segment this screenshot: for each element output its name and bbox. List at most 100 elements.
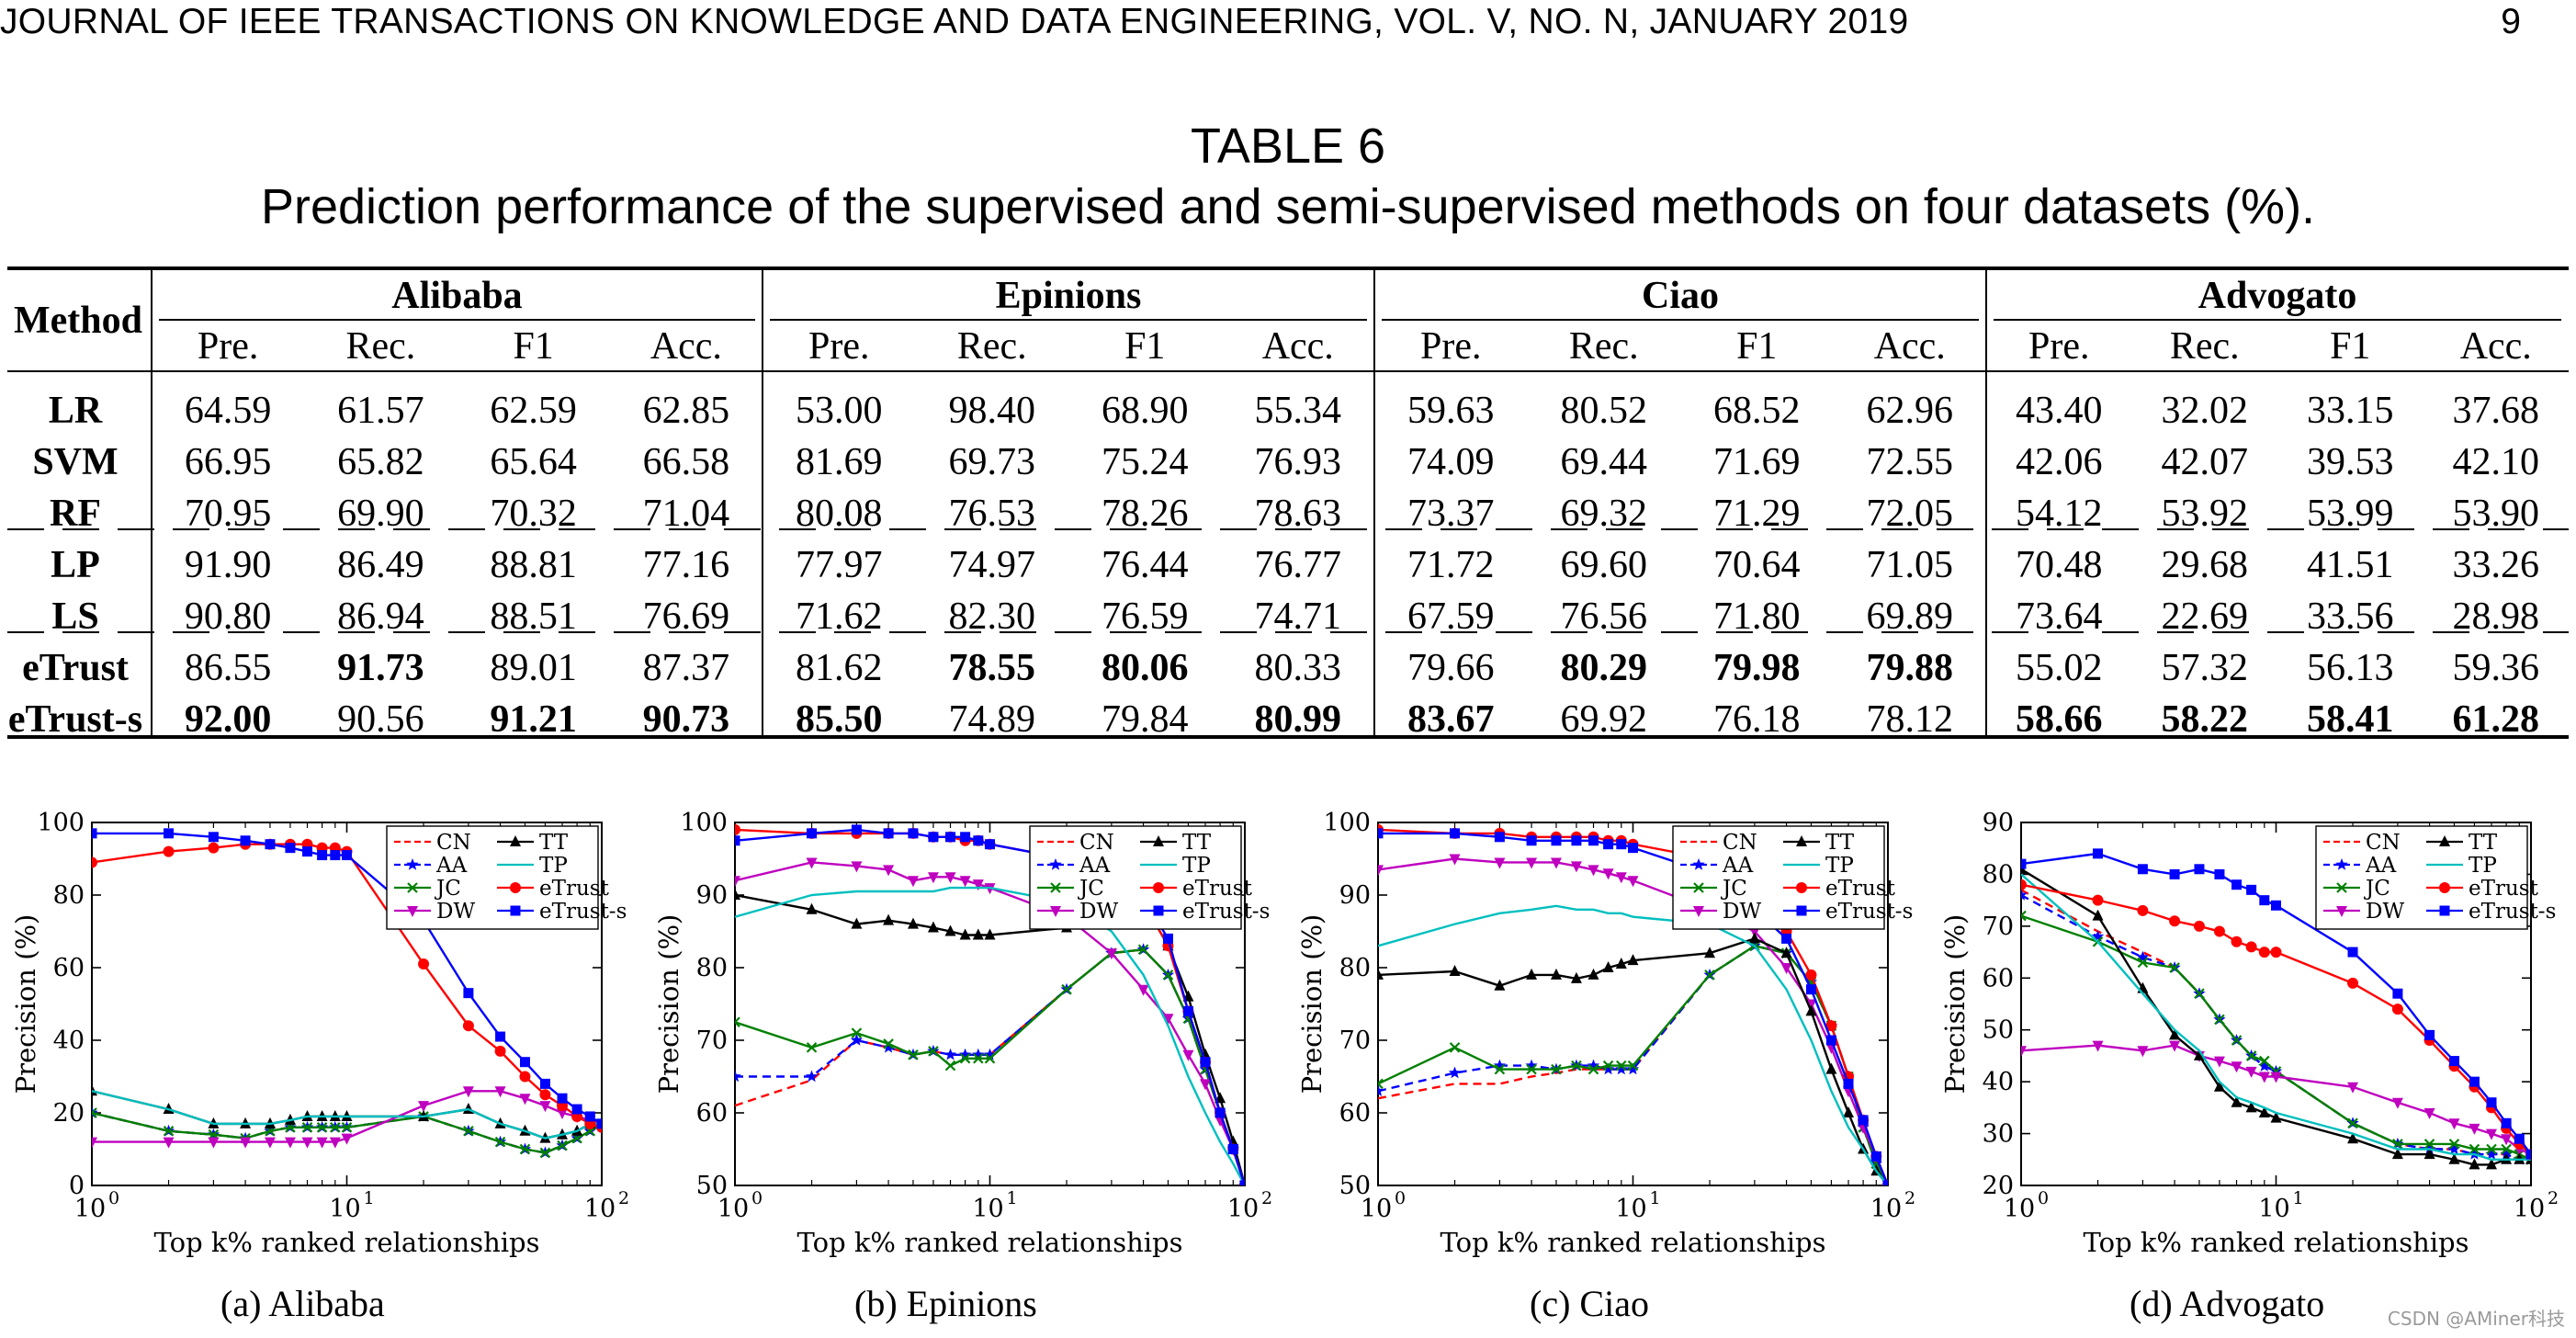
data-point	[2347, 977, 2359, 989]
data-point	[1494, 832, 1505, 843]
svg-text:2: 2	[1904, 1188, 1915, 1208]
data-point	[2021, 889, 2028, 901]
data-point	[2245, 1066, 2257, 1078]
x-tick-label: 10 0	[2004, 1188, 2049, 1223]
series-etrust-s	[2021, 848, 2531, 1160]
data-point	[806, 902, 818, 914]
legend-item-dw: DW	[1037, 900, 1118, 924]
y-tick-label: 70	[1983, 913, 2014, 941]
metric-header: F1	[1736, 325, 1777, 368]
svg-text:0: 0	[2038, 1188, 2049, 1208]
legend-item-etrust: eTrust	[1783, 877, 1896, 901]
svg-text:0: 0	[751, 1188, 763, 1208]
method-lp: LP	[51, 544, 100, 586]
y-tick-label: 80	[696, 954, 728, 982]
data-point	[539, 1147, 551, 1159]
data-point	[92, 828, 97, 839]
legend-label: eTrust	[539, 877, 610, 901]
data-point	[2137, 957, 2149, 969]
method-ls: LS	[51, 595, 98, 638]
data-point	[1570, 861, 1582, 873]
legend-label: CN	[436, 831, 471, 855]
table-cell: 42.06	[2016, 441, 2103, 483]
svg-text:10: 10	[717, 1195, 749, 1223]
legend-item-jc: JC	[1680, 877, 1747, 901]
svg-text:10: 10	[1615, 1195, 1646, 1223]
metric-header: Acc.	[1262, 325, 1334, 368]
data-point	[1693, 906, 1704, 917]
table-cell: 62.96	[1867, 390, 1954, 432]
data-point	[301, 1122, 313, 1133]
y-axis-label: Precision (%)	[10, 914, 41, 1094]
data-point	[1137, 944, 1149, 956]
series-tp	[92, 1090, 602, 1140]
legend: CN TT AA TP JC eTrust DW eTrust-s	[386, 825, 627, 930]
data-point	[1162, 933, 1173, 944]
metric-header: Pre.	[2028, 325, 2090, 368]
data-point	[519, 1057, 530, 1068]
data-point	[944, 1060, 956, 1072]
data-point	[735, 889, 740, 900]
metric-header: Pre.	[1420, 325, 1482, 368]
legend-label: TT	[1182, 831, 1212, 855]
data-point	[1627, 1060, 1639, 1072]
svg-text:0: 0	[108, 1188, 119, 1208]
data-point	[2347, 947, 2358, 958]
table-cell: 69.32	[1561, 493, 1648, 535]
y-tick-label: 70	[696, 1026, 728, 1055]
data-point	[1587, 968, 1599, 980]
y-tick-label: 20	[53, 1099, 85, 1128]
data-point	[1526, 857, 1538, 869]
y-tick-label: 100	[680, 809, 728, 837]
data-point	[960, 832, 971, 843]
legend-label: CN	[2366, 831, 2401, 855]
data-point	[944, 872, 956, 884]
data-point	[418, 958, 430, 970]
data-point	[985, 839, 995, 850]
data-point	[1449, 964, 1461, 976]
svg-text:1: 1	[1007, 1188, 1018, 1208]
data-point	[330, 850, 341, 861]
data-point	[2021, 858, 2027, 869]
y-tick-label: 90	[1339, 881, 1371, 910]
data-point	[539, 1101, 551, 1113]
table-cell: 59.63	[1407, 390, 1495, 432]
table-cell: 39.53	[2307, 441, 2394, 483]
subcaption-epinions: (b) Epinions	[854, 1283, 1037, 1324]
table-caption: Prediction performance of the supervised…	[260, 179, 2316, 234]
data-point	[2259, 1055, 2270, 1067]
y-tick-label: 70	[1339, 1026, 1371, 1055]
table-cell: 78.12	[1867, 698, 1954, 741]
table-cell: 67.59	[1407, 595, 1495, 638]
data-point	[2391, 1097, 2403, 1109]
table-cell: 76.59	[1102, 595, 1189, 638]
x-axis-label: Top k% ranked relationships	[154, 1227, 540, 1258]
table-cell: 77.16	[643, 544, 730, 586]
metric-header: Pre.	[808, 325, 870, 368]
data-point	[2486, 1143, 2497, 1155]
data-point	[2501, 1143, 2512, 1155]
table-cell: 82.30	[949, 595, 1036, 638]
data-point	[1858, 1115, 1869, 1126]
svg-text:10: 10	[584, 1195, 616, 1223]
x-tick-label: 10 0	[74, 1188, 119, 1223]
data-point	[1153, 882, 1164, 893]
table-cell: 70.64	[1713, 544, 1801, 586]
table-cell: 80.33	[1255, 647, 1342, 689]
data-point	[1378, 1084, 1384, 1096]
table-cell: 86.94	[337, 595, 424, 638]
table-cell: 81.69	[796, 441, 883, 483]
legend-item-tp: TP	[1140, 854, 1211, 878]
table-cell: 79.98	[1713, 647, 1801, 689]
data-point	[927, 872, 939, 884]
legend-item-cn: CN	[1037, 831, 1114, 855]
data-point	[1615, 872, 1627, 884]
data-point	[972, 928, 984, 940]
data-point	[1805, 969, 1817, 981]
metric-header: Rec.	[2170, 325, 2240, 368]
data-point	[851, 917, 863, 929]
series-dw	[2021, 1040, 2531, 1162]
data-point	[2213, 925, 2225, 937]
legend-item-etrust-s: eTrust-s	[1783, 900, 1913, 924]
data-point	[494, 1136, 506, 1148]
